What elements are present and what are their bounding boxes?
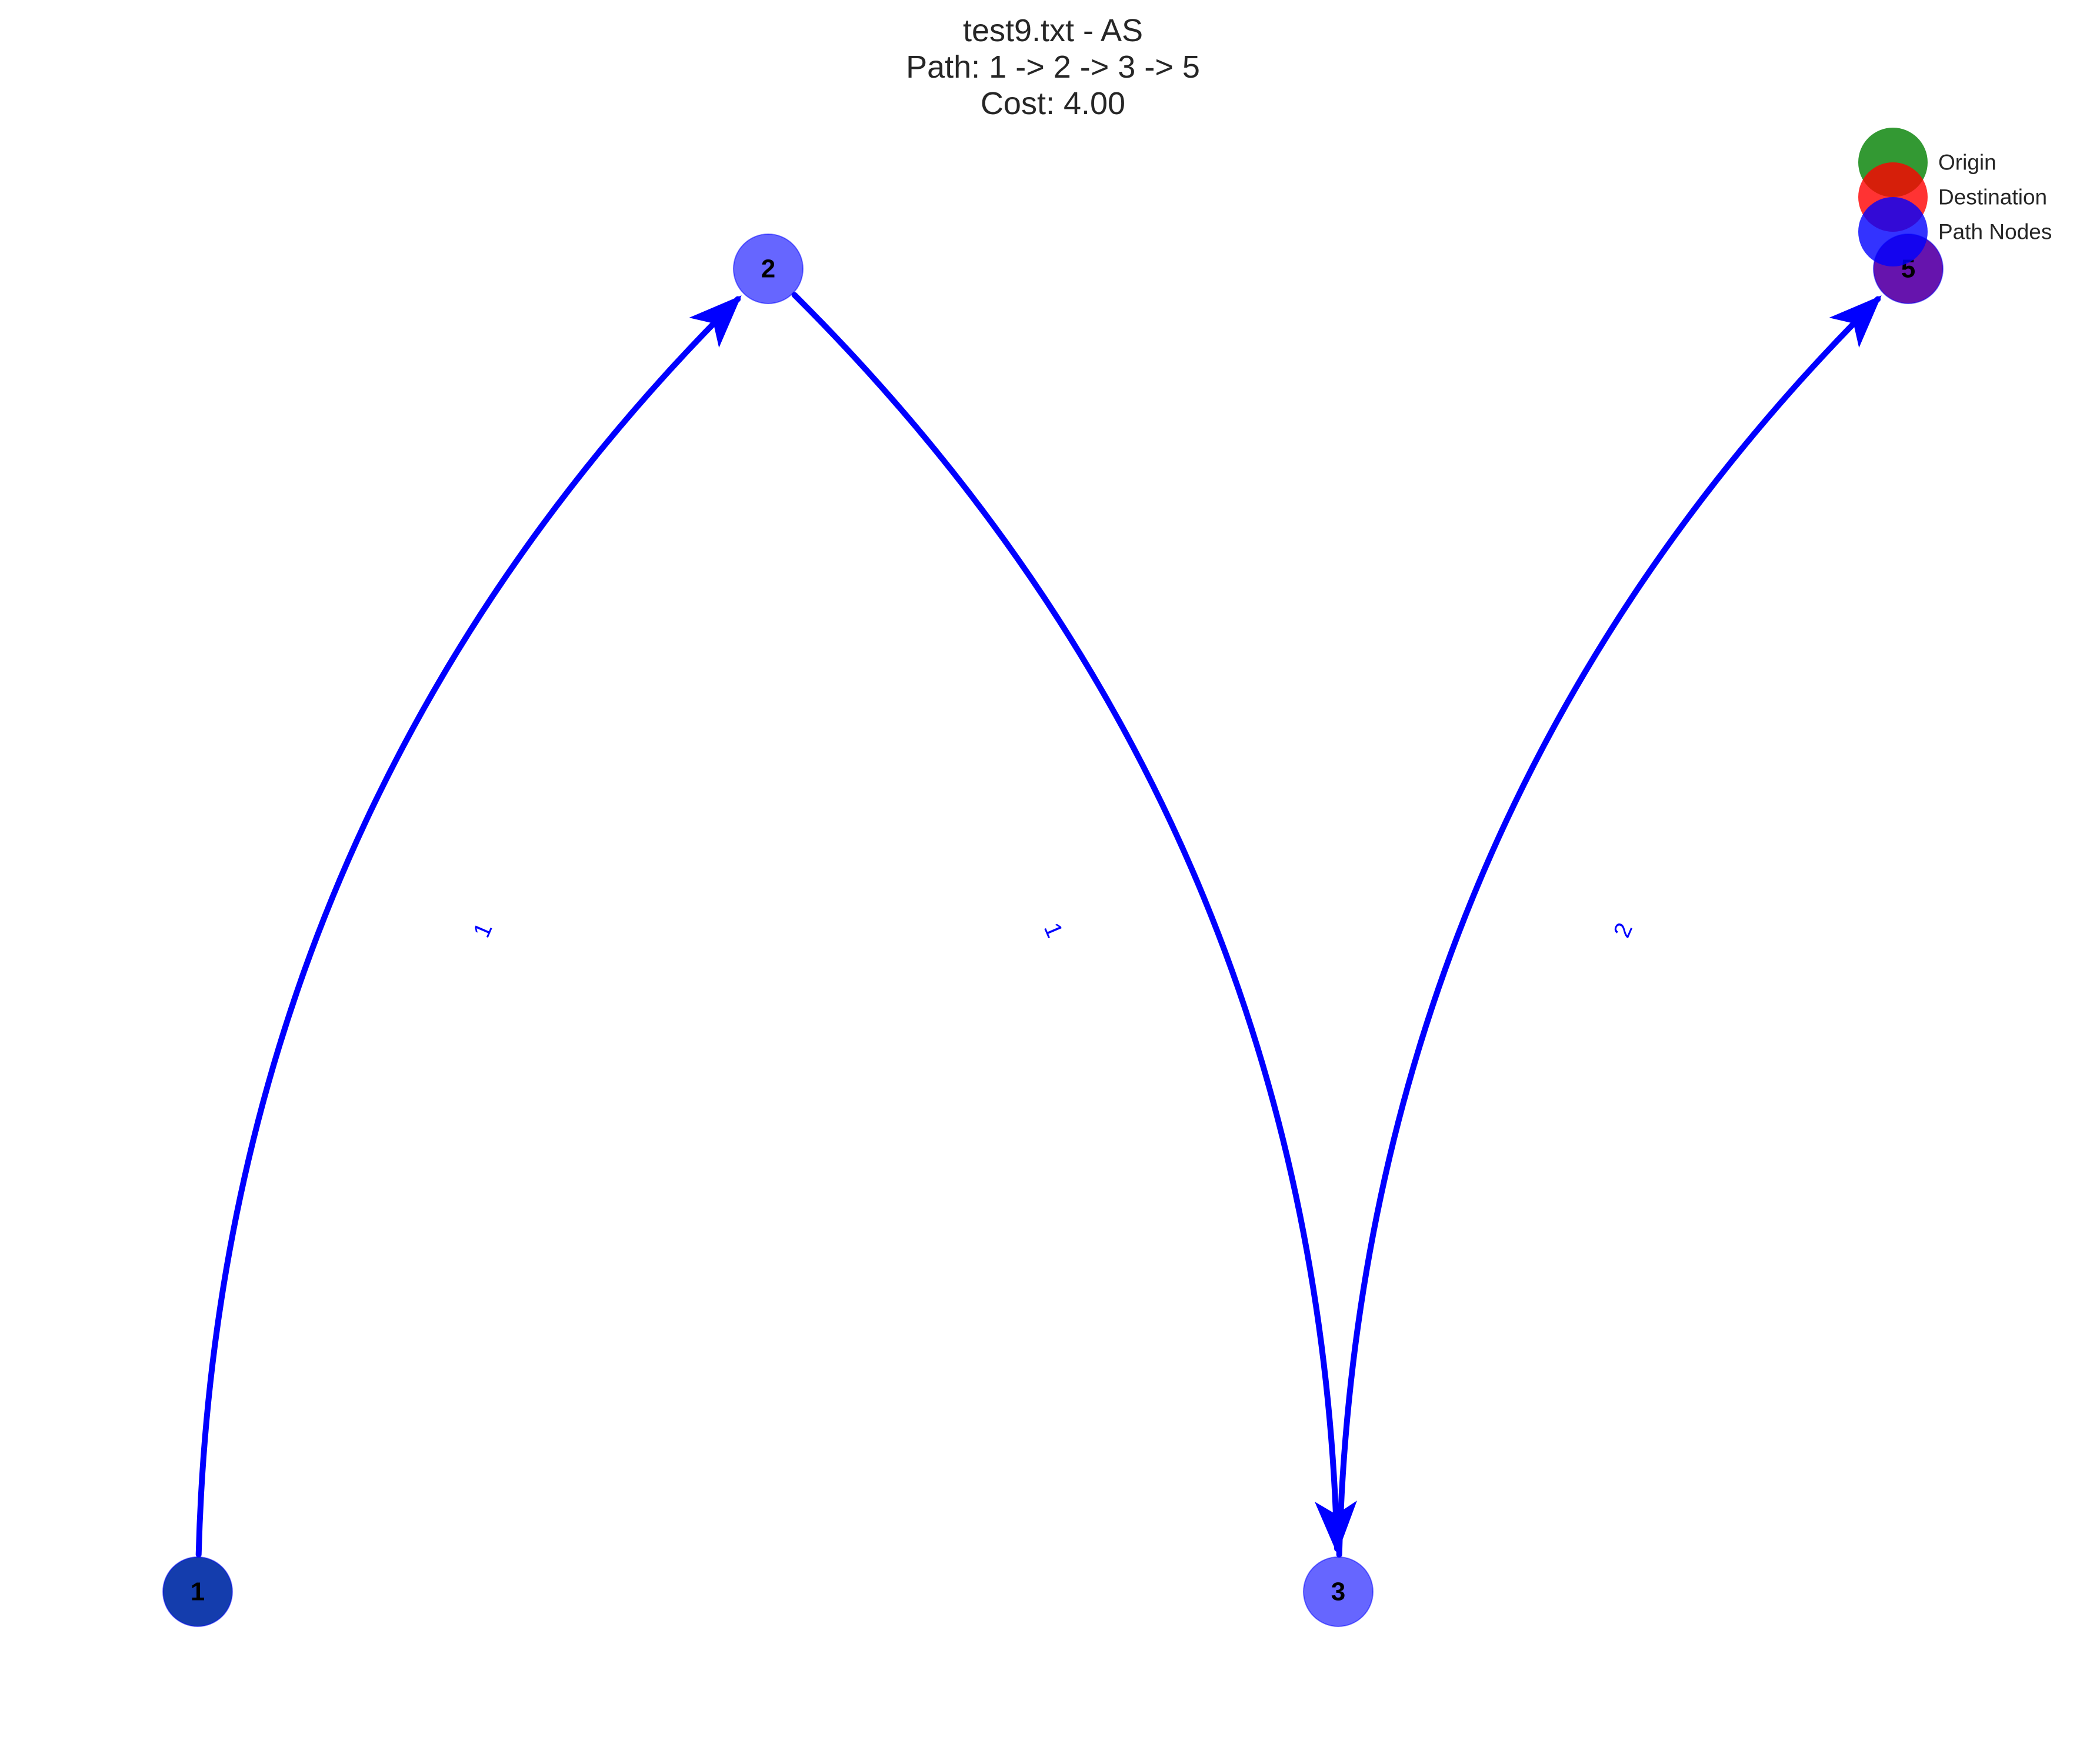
node-3: 3 [1303, 1556, 1374, 1627]
node-1-label: 1 [191, 1578, 205, 1606]
edge-weight-label-2-3: 1 [1039, 919, 1068, 942]
edge-3-5 [1336, 295, 1882, 1558]
title-line-2: Path: 1 -> 2 -> 3 -> 5 [906, 49, 1200, 85]
node-2-label: 2 [761, 255, 775, 284]
node-3-label: 3 [1331, 1578, 1345, 1606]
edge-2-3 [791, 292, 1357, 1555]
legend: Origin Destination Path Nodes [1858, 128, 2052, 266]
title-line-1: test9.txt - AS [963, 13, 1143, 48]
chart-title: test9.txt - AS Path: 1 -> 2 -> 3 -> 5 Co… [906, 13, 1200, 121]
legend-item-path-nodes: Path Nodes [1858, 197, 2052, 266]
node-1-circle [162, 1556, 233, 1627]
title-line-3: Cost: 4.00 [981, 86, 1125, 121]
node-2-circle [733, 234, 804, 304]
edge-weight-label-1-2: 1 [468, 919, 497, 942]
node-3-circle [1303, 1556, 1374, 1627]
edges-layer [195, 292, 1882, 1558]
node-2: 2 [733, 234, 804, 304]
edge-1-2 [195, 295, 742, 1558]
node-1: 1 [162, 1556, 233, 1627]
legend-label: Origin [1938, 151, 1996, 175]
legend-label: Path Nodes [1938, 220, 2052, 244]
legend-marker [1858, 197, 1928, 266]
legend-label: Destination [1938, 185, 2047, 209]
edge-weight-label-3-5: 2 [1609, 919, 1638, 942]
